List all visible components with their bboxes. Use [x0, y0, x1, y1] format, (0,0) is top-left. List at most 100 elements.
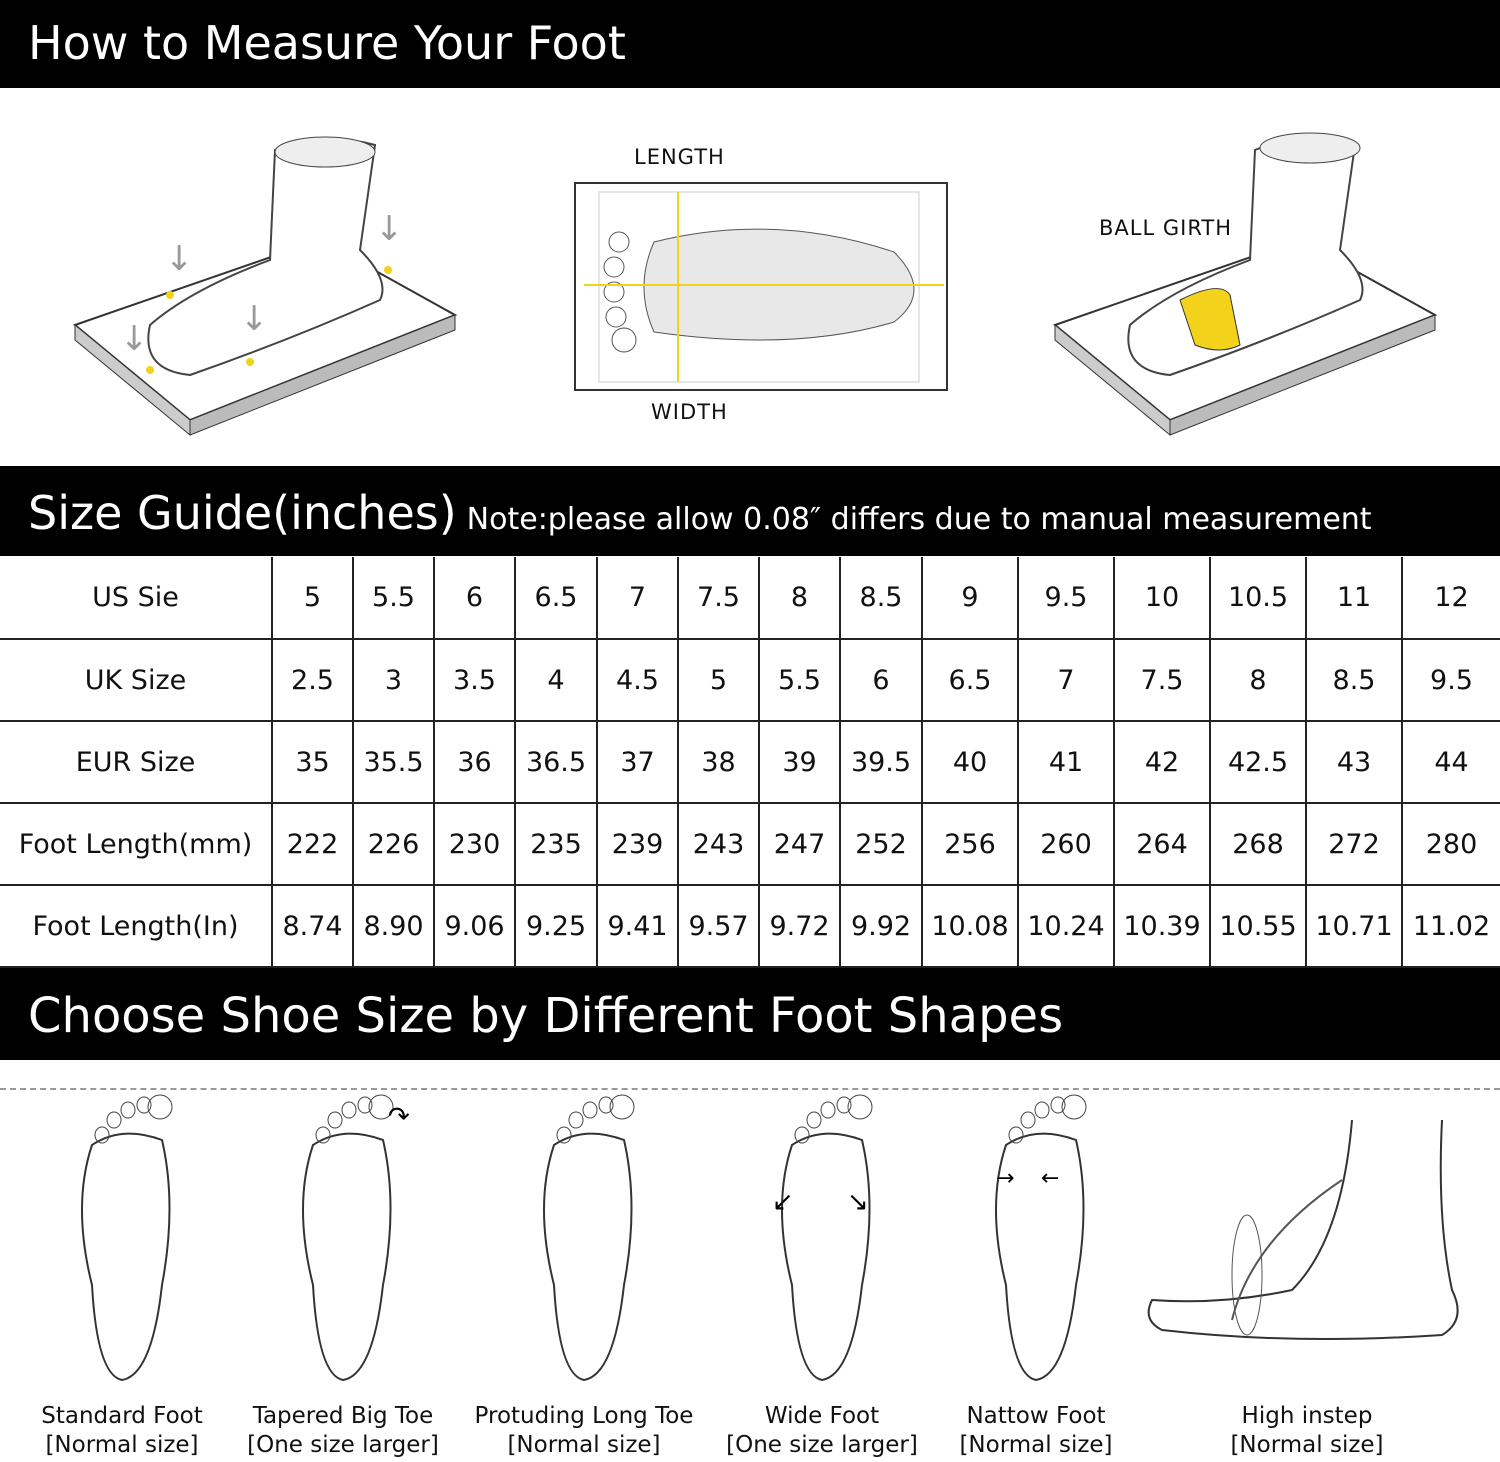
high-instep-foot-drawing	[1147, 1120, 1459, 1340]
table-cell: 10.08	[921, 884, 1019, 968]
table-cell: 247	[758, 802, 841, 886]
svg-text:↓: ↓	[165, 239, 194, 279]
table-cell: 11	[1305, 557, 1403, 640]
ball-girth-illustration	[1052, 132, 1438, 437]
foot-shape-advice: [Normal size]	[1230, 1432, 1384, 1458]
foot-outline-drawing	[81, 1094, 173, 1382]
table-cell: 12	[1401, 557, 1500, 640]
svg-text:↓: ↓	[120, 319, 149, 359]
row-label: UK Size	[0, 638, 273, 722]
foot-shape-name: Wide Foot	[764, 1403, 880, 1429]
table-cell: 260	[1017, 802, 1115, 886]
svg-text:↓: ↓	[240, 299, 269, 339]
table-cell: 9.5	[1017, 557, 1115, 640]
ball-girth-label: BALL GIRTH	[1099, 216, 1232, 240]
table-cell: 40	[921, 720, 1019, 804]
table-cell: 5	[677, 638, 760, 722]
foot-on-board-illustration: ↓ ↓ ↓ ↓	[72, 136, 458, 437]
table-cell: 9.57	[677, 884, 760, 968]
header-band: How to Measure Your Foot	[0, 0, 1500, 88]
foot-shape-caption: Tapered Big Toe [One size larger]	[247, 1402, 439, 1460]
table-cell: 42	[1113, 720, 1211, 804]
table-cell: 222	[271, 802, 354, 886]
table-cell: 10.24	[1017, 884, 1115, 968]
table-cell: 6.5	[921, 638, 1019, 722]
foot-shape-name: Nattow Foot	[966, 1403, 1106, 1429]
size-guide-note: Note:please allow 0.08″ differs due to m…	[466, 502, 1372, 537]
table-cell: 243	[677, 802, 760, 886]
table-cell: 5	[271, 557, 354, 640]
table-cell: 8.90	[352, 884, 435, 968]
table-cell: 10.5	[1209, 557, 1307, 640]
svg-text:↓: ↓	[375, 209, 404, 249]
table-cell: 6.5	[514, 557, 598, 640]
table-cell: 4.5	[596, 638, 679, 722]
table-cell: 7	[1017, 638, 1115, 722]
page-title: How to Measure Your Foot	[28, 16, 626, 70]
size-table: US Sie 5 5.5 6 6.5 7 7.5 8 8.5 9 9.5 10 10.5 11 12 UK S…	[0, 557, 1500, 968]
table-row: US Sie 5 5.5 6 6.5 7 7.5 8 8.5 9 9.5 10 10.5 11 12	[0, 557, 1500, 640]
footprint-measure-illustration	[574, 182, 948, 391]
row-label: Foot Length(mm)	[0, 802, 273, 886]
foot-shape-name: High instep	[1241, 1403, 1373, 1429]
table-cell: 280	[1401, 802, 1500, 886]
table-cell: 8.5	[839, 557, 923, 640]
table-cell: 35.5	[352, 720, 435, 804]
foot-shape-advice: [Normal size]	[959, 1432, 1113, 1458]
row-label: US Sie	[0, 557, 273, 640]
table-cell: 9	[921, 557, 1019, 640]
table-row: UK Size 2.5 3 3.5 4 4.5 5 5.5 6 6.5 7 7.5 8 8.5 9.5	[0, 638, 1500, 722]
length-label: LENGTH	[634, 145, 725, 169]
table-cell: 2.5	[271, 638, 354, 722]
foot-shape-advice: [One size larger]	[247, 1432, 439, 1458]
table-cell: 9.25	[514, 884, 598, 968]
table-cell: 4	[514, 638, 598, 722]
size-guide-band: Size Guide(inches) Note:please allow 0.08…	[0, 466, 1500, 556]
foot-outline-drawing: ↙ ↘	[772, 1094, 873, 1382]
foot-shape-advice: [Normal size]	[45, 1432, 199, 1458]
svg-text:↘: ↘	[847, 1187, 869, 1217]
table-cell: 264	[1113, 802, 1211, 886]
table-cell: 252	[839, 802, 923, 886]
table-cell: 256	[921, 802, 1019, 886]
svg-text:←: ←	[1041, 1166, 1059, 1191]
table-row: Foot Length(In) 8.74 8.90 9.06 9.25 9.41 9.57 9…	[0, 884, 1500, 968]
table-cell: 268	[1209, 802, 1307, 886]
table-cell: 8.74	[271, 884, 354, 968]
table-cell: 9.06	[433, 884, 516, 968]
foot-shape-advice: [One size larger]	[726, 1432, 918, 1458]
divider	[0, 1088, 1500, 1090]
table-cell: 239	[596, 802, 679, 886]
table-cell: 3.5	[433, 638, 516, 722]
table-cell: 8.5	[1305, 638, 1403, 722]
table-cell: 7.5	[1113, 638, 1211, 722]
row-label: Foot Length(In)	[0, 884, 273, 968]
table-cell: 5.5	[758, 638, 841, 722]
table-cell: 9.72	[758, 884, 841, 968]
foot-shape-caption: Nattow Foot [Normal size]	[959, 1402, 1112, 1460]
row-label: EUR Size	[0, 720, 273, 804]
table-cell: 9.5	[1401, 638, 1500, 722]
foot-shape-caption: Wide Foot [One size larger]	[726, 1402, 918, 1460]
table-row: Foot Length(mm) 222 226 230 235 239 243 247 252 2…	[0, 802, 1500, 886]
table-cell: 230	[433, 802, 516, 886]
foot-shapes-title: Choose Shoe Size by Different Foot Shape…	[28, 988, 1064, 1044]
svg-text:→: →	[996, 1166, 1014, 1191]
width-label: WIDTH	[651, 400, 728, 424]
foot-outline-drawing	[543, 1094, 635, 1382]
table-cell: 8	[758, 557, 841, 640]
table-cell: 9.92	[839, 884, 923, 968]
table-cell: 44	[1401, 720, 1500, 804]
table-cell: 5.5	[352, 557, 435, 640]
size-guide-title: Size Guide(inches)	[28, 486, 457, 540]
foot-outline-drawing: → ←	[995, 1094, 1087, 1382]
foot-shape-caption: Standard Foot [Normal size]	[41, 1402, 203, 1460]
table-cell: 226	[352, 802, 435, 886]
table-cell: 35	[271, 720, 354, 804]
table-cell: 10.55	[1209, 884, 1307, 968]
foot-outline-drawing: ↷	[302, 1094, 410, 1382]
table-cell: 10	[1113, 557, 1211, 640]
foot-shape-name: Standard Foot	[41, 1403, 203, 1429]
foot-shape-caption: Protuding Long Toe [Normal size]	[475, 1402, 694, 1460]
table-cell: 39.5	[839, 720, 923, 804]
